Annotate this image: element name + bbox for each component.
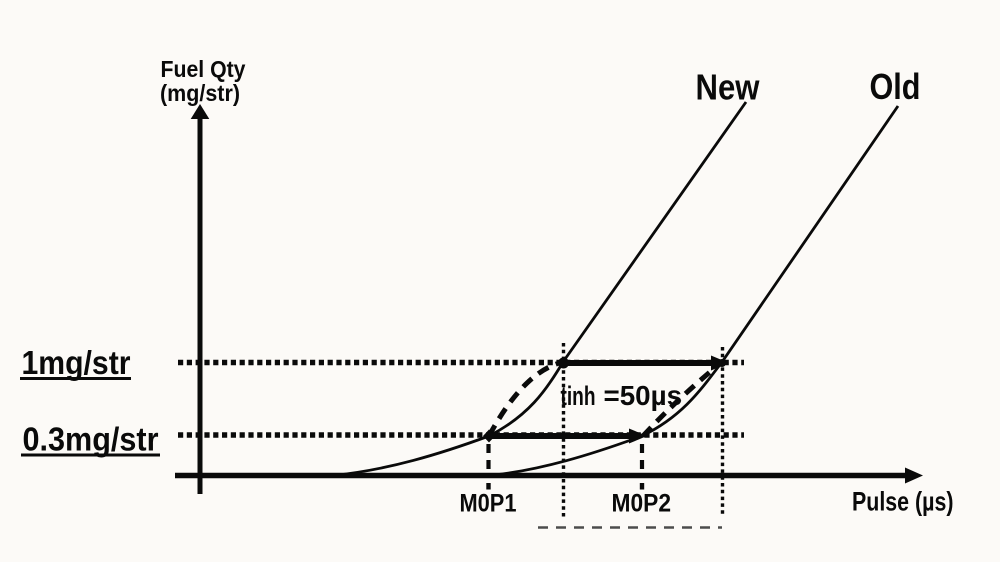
svg-text:New: New <box>696 67 761 108</box>
svg-text:Old: Old <box>870 66 921 107</box>
svg-text:M0P2: M0P2 <box>612 490 672 518</box>
svg-text:(mg/str): (mg/str) <box>160 80 240 106</box>
svg-text:Pulse (µs): Pulse (µs) <box>852 487 954 517</box>
svg-text:=50µs: =50µs <box>604 380 683 411</box>
svg-text:tinh: tinh <box>561 381 596 411</box>
svg-text:Fuel Qty: Fuel Qty <box>161 56 246 82</box>
svg-text:1mg/str: 1mg/str <box>22 344 131 381</box>
svg-text:0.3mg/str: 0.3mg/str <box>23 421 159 458</box>
svg-text:M0P1: M0P1 <box>460 490 517 518</box>
